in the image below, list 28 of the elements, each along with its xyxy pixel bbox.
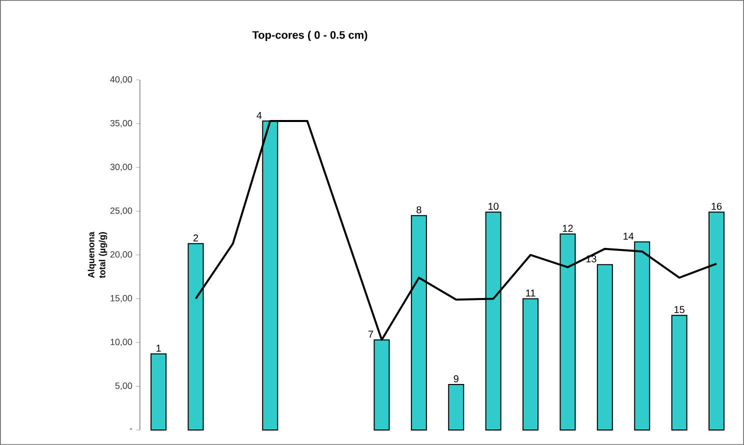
y-tick-label: - xyxy=(130,428,132,430)
y-tick-label: 5,00 xyxy=(115,382,132,390)
bar xyxy=(522,298,539,431)
y-tick-label: 15,00 xyxy=(110,295,132,302)
x-tick-label: 12 xyxy=(562,224,573,232)
bar xyxy=(150,353,167,431)
x-tick-label: 7 xyxy=(368,330,374,338)
y-axis-title: Alquenona total (µg/g) xyxy=(88,232,108,278)
y-tick-label: 25,00 xyxy=(110,208,132,215)
x-tick-label: 11 xyxy=(526,290,536,297)
bar xyxy=(448,384,464,431)
x-tick-label: 16 xyxy=(712,202,722,210)
y-tick-label: 20,00 xyxy=(110,251,132,259)
y-tick-label: 10,00 xyxy=(110,338,132,346)
x-tick-label: 10 xyxy=(488,202,498,210)
x-tick-label: 4 xyxy=(256,112,262,119)
bar xyxy=(596,264,613,431)
x-tick-label: 1 xyxy=(156,344,161,352)
y-tick-label: 40,00 xyxy=(110,76,132,84)
y-tick-label: 30,00 xyxy=(110,164,132,172)
y-tick-label: 35,00 xyxy=(110,120,132,128)
bar xyxy=(671,314,688,431)
x-tick-label: 14 xyxy=(624,232,634,240)
x-tick-label: 9 xyxy=(454,375,458,382)
chart-title: Top-cores ( 0 - 0.5 cm) xyxy=(252,30,368,42)
x-tick-label: 8 xyxy=(416,206,422,214)
x-tick-label: 2 xyxy=(193,234,198,242)
x-tick-label: 15 xyxy=(674,306,684,314)
